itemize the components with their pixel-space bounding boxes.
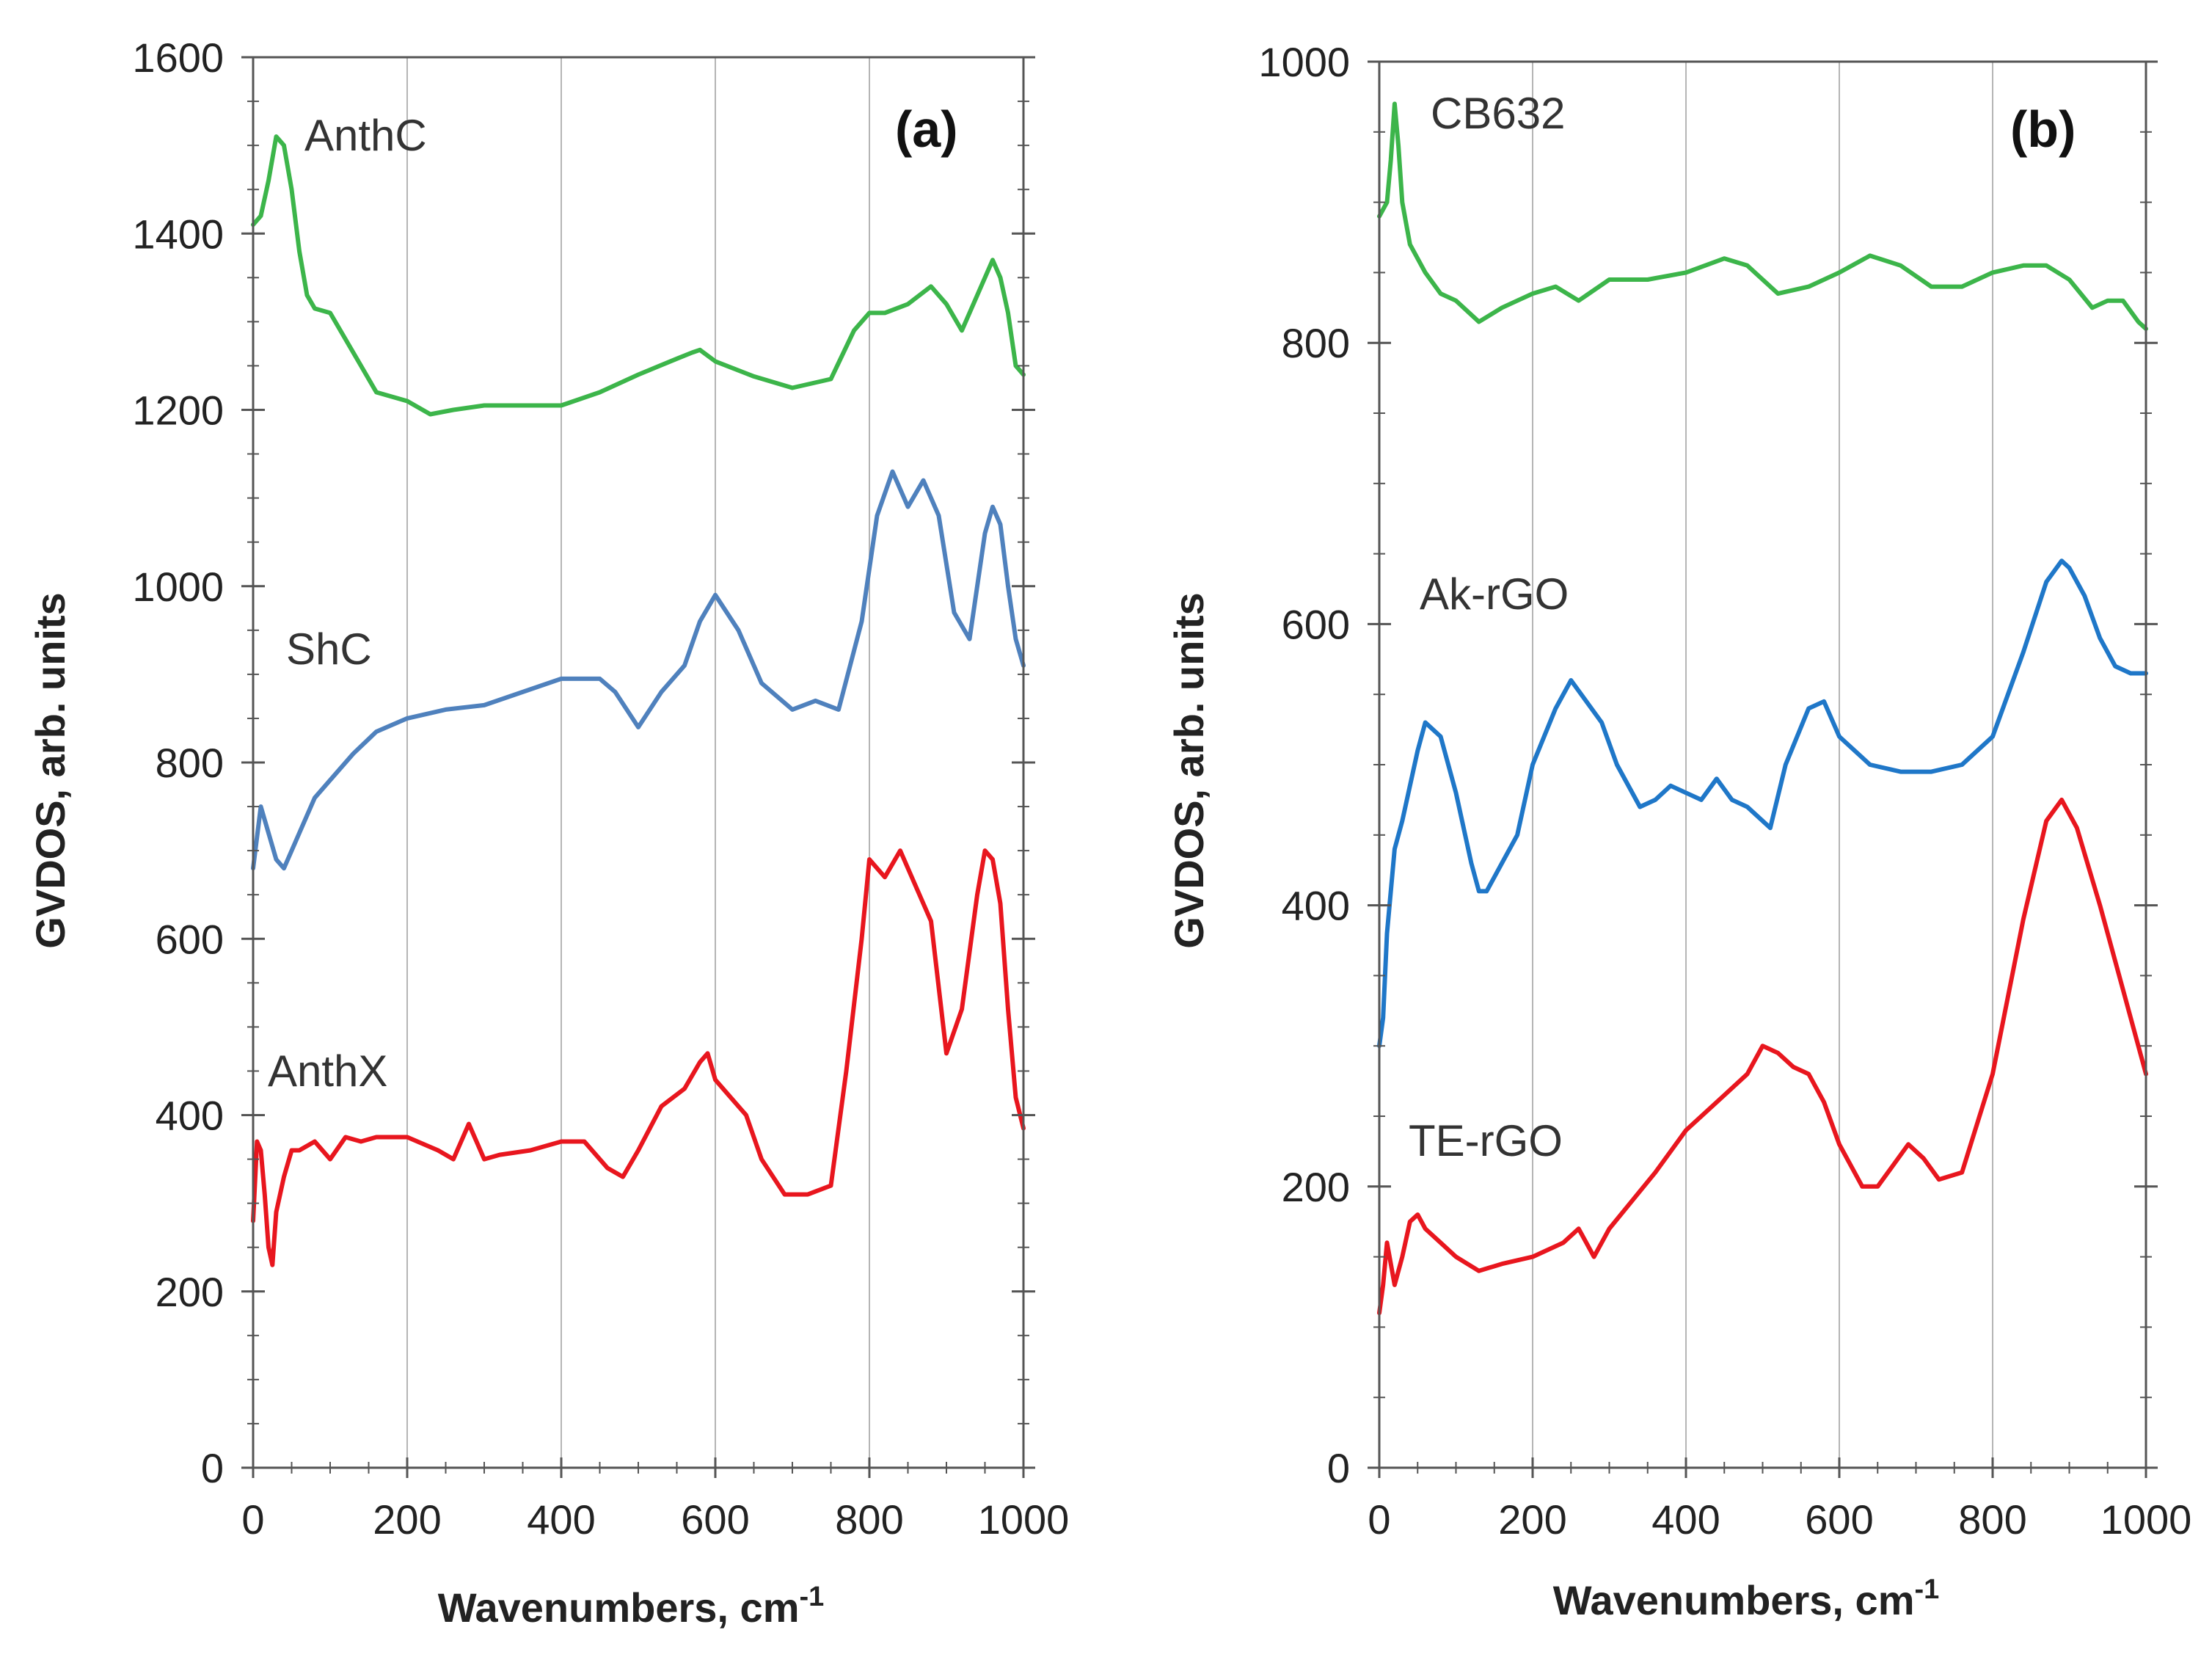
series-line-shc <box>251 469 1026 871</box>
y-tick-label: 200 <box>156 1269 224 1315</box>
ticks-a <box>241 56 1035 1478</box>
series-line-te-rgo <box>1377 797 2148 1316</box>
x-tick-label: 1000 <box>2100 1496 2192 1543</box>
y-tick-label: 600 <box>156 916 224 962</box>
x-tick-label: 600 <box>681 1496 749 1543</box>
series-labels-b: CB632 Ak-rGO TE-rGO <box>1409 89 1569 1165</box>
series-line-anthx <box>251 848 1026 1267</box>
y-axis-title-a: GVDOS, arb. units <box>27 592 73 948</box>
y-tick-label: 1600 <box>132 34 224 81</box>
x-tick-label: 400 <box>527 1496 595 1543</box>
x-axis-title-b: Wavenumbers, cm-1 <box>1553 1574 1940 1623</box>
series-labels-a: AnthC ShC AnthX <box>268 111 427 1096</box>
grid-b <box>1379 62 2147 1468</box>
series-b <box>1377 101 2148 1316</box>
x-axis-title-a: Wavenumbers, cm-1 <box>438 1581 825 1631</box>
x-tick-label: 0 <box>1368 1496 1390 1543</box>
series-line-cb632 <box>1377 101 2148 331</box>
x-tick-label: 800 <box>1958 1496 2026 1543</box>
y-tick-label: 200 <box>1282 1164 1350 1210</box>
y-tick-labels-a: 0 200 400 600 800 1000 1200 1400 1600 <box>132 34 224 1491</box>
y-axis-title-b: GVDOS, arb. units <box>1166 592 1212 948</box>
y-tick-label: 400 <box>1282 883 1350 929</box>
x-tick-label: 200 <box>1498 1496 1566 1543</box>
plot-frame-a <box>252 56 1025 1469</box>
panel-label-b: (b) <box>2010 101 2076 158</box>
y-tick-label: 400 <box>156 1093 224 1139</box>
plot-frame-b <box>1378 60 2147 1469</box>
x-tick-labels-a: 0 200 400 600 800 1000 <box>241 1496 1069 1543</box>
series-label-te-rgo: TE-rGO <box>1409 1116 1563 1165</box>
series-a <box>251 134 1026 1267</box>
x-tick-label: 0 <box>241 1496 264 1543</box>
y-tick-label: 1000 <box>132 564 224 610</box>
series-label-ak-rgo: Ak-rGO <box>1420 569 1569 619</box>
x-tick-label: 1000 <box>978 1496 1070 1543</box>
ticks-b <box>1368 60 2158 1478</box>
y-tick-label: 800 <box>1282 320 1350 366</box>
x-tick-label: 200 <box>373 1496 441 1543</box>
series-label-cb632: CB632 <box>1431 89 1565 138</box>
y-tick-label: 0 <box>201 1445 224 1491</box>
x-tick-label: 400 <box>1651 1496 1720 1543</box>
y-tick-labels-b: 0 200 400 600 800 1000 <box>1258 39 1350 1491</box>
series-label-anthc: AnthC <box>304 111 427 160</box>
series-label-anthx: AnthX <box>268 1046 387 1096</box>
y-tick-label: 800 <box>156 740 224 786</box>
y-tick-label: 0 <box>1327 1445 1350 1491</box>
chart-panel-b: 0 200 400 600 800 1000 0 200 400 600 800 1000 CB63… <box>1166 39 2191 1623</box>
y-tick-label: 1200 <box>132 387 224 434</box>
series-line-anthc <box>251 134 1026 417</box>
x-tick-label: 600 <box>1805 1496 1873 1543</box>
y-tick-label: 1400 <box>132 211 224 257</box>
grid-a <box>252 57 1024 1468</box>
series-line-ak-rgo <box>1377 558 2148 1049</box>
panel-label-a: (a) <box>895 101 958 158</box>
x-tick-label: 800 <box>835 1496 903 1543</box>
chart-panel-a: 0 200 400 600 800 1000 0 200 400 600 800 1000 1200 1… <box>27 34 1069 1631</box>
x-tick-labels-b: 0 200 400 600 800 1000 <box>1368 1496 2191 1543</box>
y-tick-label: 1000 <box>1258 39 1350 85</box>
series-label-shc: ShC <box>286 625 372 674</box>
y-tick-label: 600 <box>1282 601 1350 647</box>
